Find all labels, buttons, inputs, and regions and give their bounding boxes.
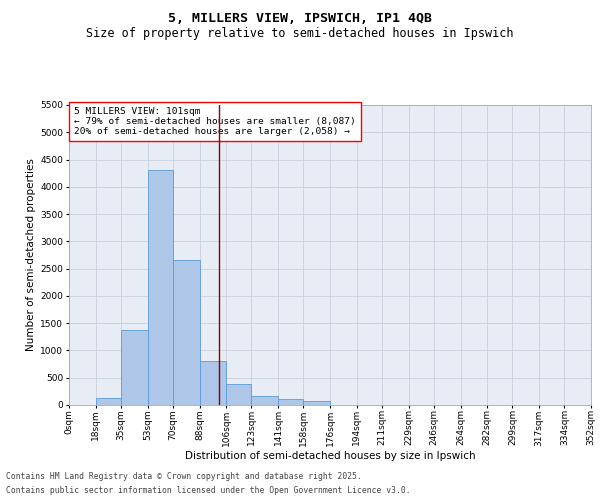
Text: Contains HM Land Registry data © Crown copyright and database right 2025.: Contains HM Land Registry data © Crown c… bbox=[6, 472, 362, 481]
Bar bbox=[173, 260, 199, 405]
Text: Size of property relative to semi-detached houses in Ipswich: Size of property relative to semi-detach… bbox=[86, 28, 514, 40]
Bar bbox=[199, 362, 226, 405]
Bar bbox=[148, 170, 173, 405]
Y-axis label: Number of semi-detached properties: Number of semi-detached properties bbox=[26, 158, 36, 352]
Bar bbox=[121, 330, 148, 405]
X-axis label: Distribution of semi-detached houses by size in Ipswich: Distribution of semi-detached houses by … bbox=[185, 451, 475, 461]
Text: 5, MILLERS VIEW, IPSWICH, IP1 4QB: 5, MILLERS VIEW, IPSWICH, IP1 4QB bbox=[168, 12, 432, 26]
Text: 5 MILLERS VIEW: 101sqm
← 79% of semi-detached houses are smaller (8,087)
20% of : 5 MILLERS VIEW: 101sqm ← 79% of semi-det… bbox=[74, 106, 356, 136]
Bar bbox=[251, 396, 278, 405]
Text: Contains public sector information licensed under the Open Government Licence v3: Contains public sector information licen… bbox=[6, 486, 410, 495]
Bar bbox=[278, 399, 304, 405]
Bar bbox=[304, 401, 330, 405]
Bar bbox=[226, 384, 251, 405]
Bar bbox=[95, 398, 121, 405]
